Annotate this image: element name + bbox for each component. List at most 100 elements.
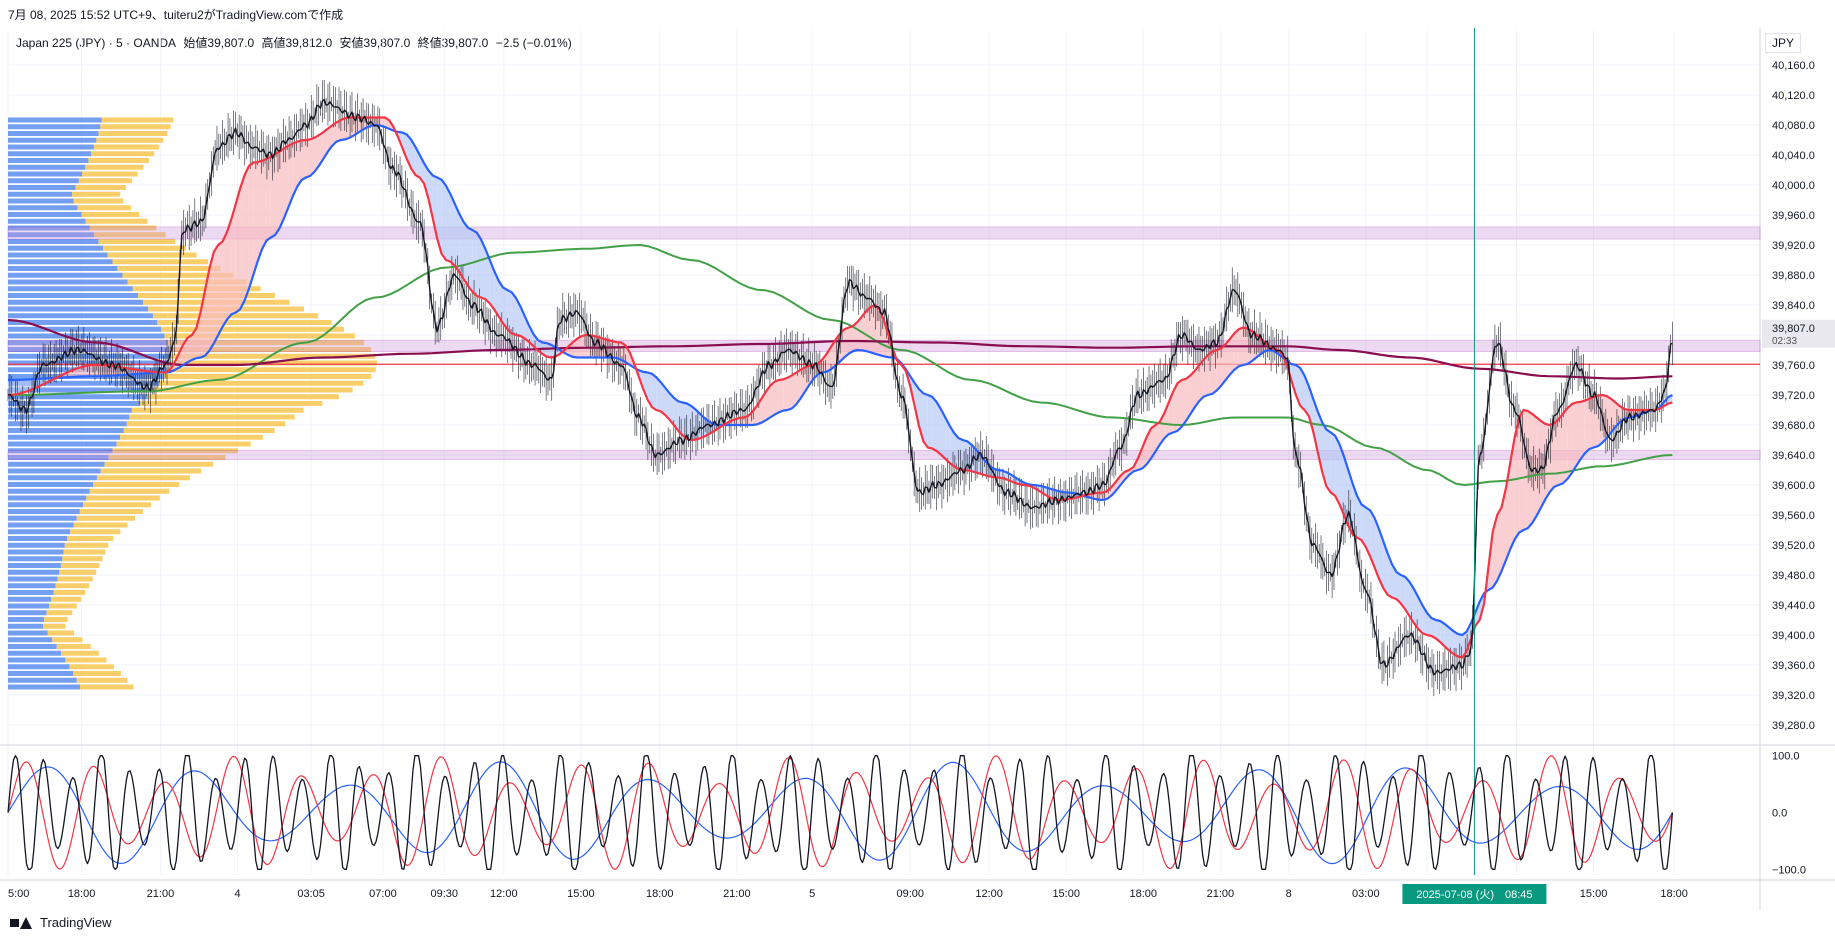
countdown-label: 02:33 xyxy=(1772,336,1797,347)
ma-fill-segment xyxy=(1580,400,1585,460)
volume-bar-buy xyxy=(8,576,58,582)
volume-bar-buy xyxy=(8,671,74,676)
ma-fill-segment xyxy=(187,335,192,363)
volume-bar-sell xyxy=(73,671,121,676)
price-axis: 40,160.0 40,120.0 40,080.0 40,040.0 40,000.0… xyxy=(1762,60,1835,876)
volume-bar-buy xyxy=(8,286,133,292)
price-tick-label: 40,080.0 xyxy=(1772,120,1815,132)
ma-fill-segment xyxy=(1562,408,1568,484)
volume-bar-buy xyxy=(8,529,71,535)
volume-bar-sell xyxy=(157,320,332,325)
ma-fill-segment xyxy=(1186,375,1191,421)
ma-fill-segment xyxy=(1365,507,1371,557)
volume-bar-sell xyxy=(104,461,214,467)
volume-bar-buy xyxy=(8,151,92,157)
ma-fill-segment xyxy=(1567,404,1572,480)
osc-tick-label: 0.0 xyxy=(1772,808,1787,820)
volume-bar-sell xyxy=(123,428,275,433)
ma-fill-segment xyxy=(1501,487,1506,572)
price-tick-label: 40,040.0 xyxy=(1772,150,1815,162)
price-chart-svg[interactable]: 40,160.0 40,120.0 40,080.0 40,040.0 40,000.0… xyxy=(0,0,1835,910)
volume-bar-sell xyxy=(154,387,353,393)
ma-fill-segment xyxy=(800,367,806,399)
ma-fill-segment xyxy=(945,417,950,463)
volume-bar-buy xyxy=(8,387,155,393)
ma-fill-segment xyxy=(651,373,657,410)
volume-bar-sell xyxy=(126,421,286,427)
symbol-legend: Japan 225 (JPY) · 5 · OANDA 始値39,807.0 高… xyxy=(16,34,576,51)
ma-fill-segment xyxy=(1138,447,1143,470)
price-tick-label: 40,000.0 xyxy=(1772,180,1815,192)
volume-bar-buy xyxy=(8,394,148,400)
volume-bar-buy xyxy=(8,623,44,629)
volume-bar-buy xyxy=(8,637,53,643)
ma-fill-segment xyxy=(529,325,534,347)
ma-fill-segment xyxy=(1374,518,1379,579)
ma-fill-segment xyxy=(1449,627,1454,654)
time-tick-label: 18:00 xyxy=(1660,888,1688,900)
ma-fill-segment xyxy=(323,128,328,159)
volume-bar-buy xyxy=(8,225,90,231)
ma-fill-segment xyxy=(454,203,460,272)
tradingview-logo-icon xyxy=(10,916,34,929)
ma-fill-segment xyxy=(660,381,665,415)
ma-fill-segment xyxy=(516,298,521,336)
legend-symbol[interactable]: Japan 225 (JPY) · 5 · OANDA xyxy=(16,36,177,50)
volume-bar-sell xyxy=(132,286,261,292)
currency-button[interactable]: JPY xyxy=(1765,33,1802,53)
price-tick-label: 39,680.0 xyxy=(1772,420,1815,432)
tradingview-brand[interactable]: TradingView xyxy=(10,915,112,930)
legend-change: −2.5 (−0.01%) xyxy=(495,36,572,50)
chart-grid xyxy=(0,28,1835,910)
price-tick-label: 39,320.0 xyxy=(1772,690,1815,702)
volume-bar-sell xyxy=(89,488,170,494)
ma-fill-segment xyxy=(787,375,793,410)
volume-bar-sell xyxy=(98,239,176,244)
time-axis: 5:00 18:00 21:00 4 03:05 07:00 09:30 12:00 15:00… xyxy=(8,884,1688,904)
ma-fill-segment xyxy=(1571,402,1577,474)
volume-bar-sell xyxy=(100,124,171,130)
volume-bar-buy xyxy=(8,333,165,339)
time-tick-label: 18:00 xyxy=(646,888,674,900)
volume-bar-buy xyxy=(8,198,74,204)
ma-fill-segment xyxy=(932,396,937,452)
volume-bar-sell xyxy=(159,380,364,386)
ma-fill-segment xyxy=(1326,429,1331,493)
ma-fill-segment xyxy=(16,379,22,395)
volume-bar-sell xyxy=(63,549,106,555)
ma-fill-segment xyxy=(191,328,197,360)
volume-bar-sell xyxy=(53,590,86,595)
ma-fill-segment xyxy=(1370,510,1375,568)
price-tick-label: 39,480.0 xyxy=(1772,570,1815,582)
ma-fill-segment xyxy=(240,175,245,310)
volume-bar-buy xyxy=(8,482,94,487)
volume-bar-buy xyxy=(8,272,123,278)
ma-fill-segment xyxy=(297,140,302,187)
volume-bar-buy xyxy=(8,414,130,420)
ma-fill-segment xyxy=(673,397,679,431)
ma-fill-segment xyxy=(310,137,315,176)
volume-bar-sell xyxy=(103,245,186,251)
volume-bar-buy xyxy=(8,448,113,454)
ma-fill-segment xyxy=(270,154,276,238)
ma-fill-segment xyxy=(1409,582,1414,624)
ma-fill-segment xyxy=(1116,475,1121,491)
volume-bar-sell xyxy=(65,657,107,663)
volume-bar-buy xyxy=(8,610,47,616)
ma-fill-segment xyxy=(25,379,30,392)
ma-fill-segment xyxy=(205,268,210,356)
ma-fill-segment xyxy=(1173,383,1178,433)
volume-bar-sell xyxy=(77,205,132,211)
last-price-label: 39,807.0 xyxy=(1772,323,1815,335)
volume-bar-buy xyxy=(8,347,169,352)
ma-fill-segment xyxy=(665,387,670,420)
price-lines xyxy=(7,28,1673,875)
ma-fill-segment xyxy=(1396,572,1401,604)
ma-fill-segment xyxy=(1523,410,1528,530)
ma-fill-segment xyxy=(774,380,779,415)
ma-fill-segment xyxy=(1392,564,1397,600)
ma-fill-segment xyxy=(1536,417,1541,516)
ma-fill-segment xyxy=(1181,378,1187,427)
volume-bar-sell xyxy=(75,185,126,190)
ma-fill-segment xyxy=(314,135,319,172)
